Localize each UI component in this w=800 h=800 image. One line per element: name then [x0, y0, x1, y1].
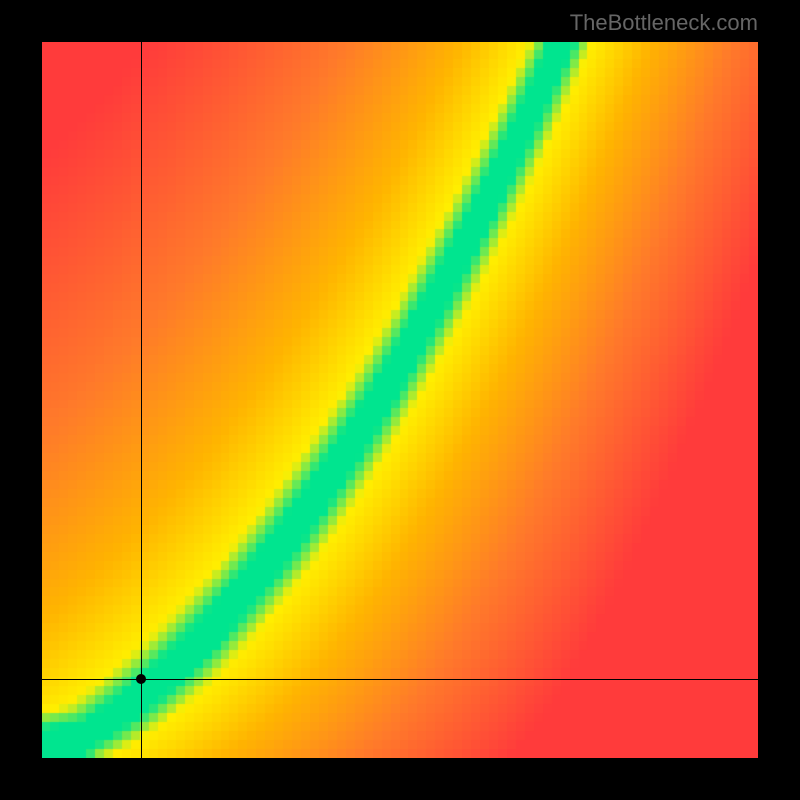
watermark-text: TheBottleneck.com	[570, 10, 758, 36]
heatmap-frame	[42, 42, 758, 758]
crosshair-horizontal	[42, 679, 758, 680]
bottleneck-heatmap	[42, 42, 758, 758]
crosshair-vertical	[141, 42, 142, 758]
crosshair-marker-dot	[136, 674, 146, 684]
